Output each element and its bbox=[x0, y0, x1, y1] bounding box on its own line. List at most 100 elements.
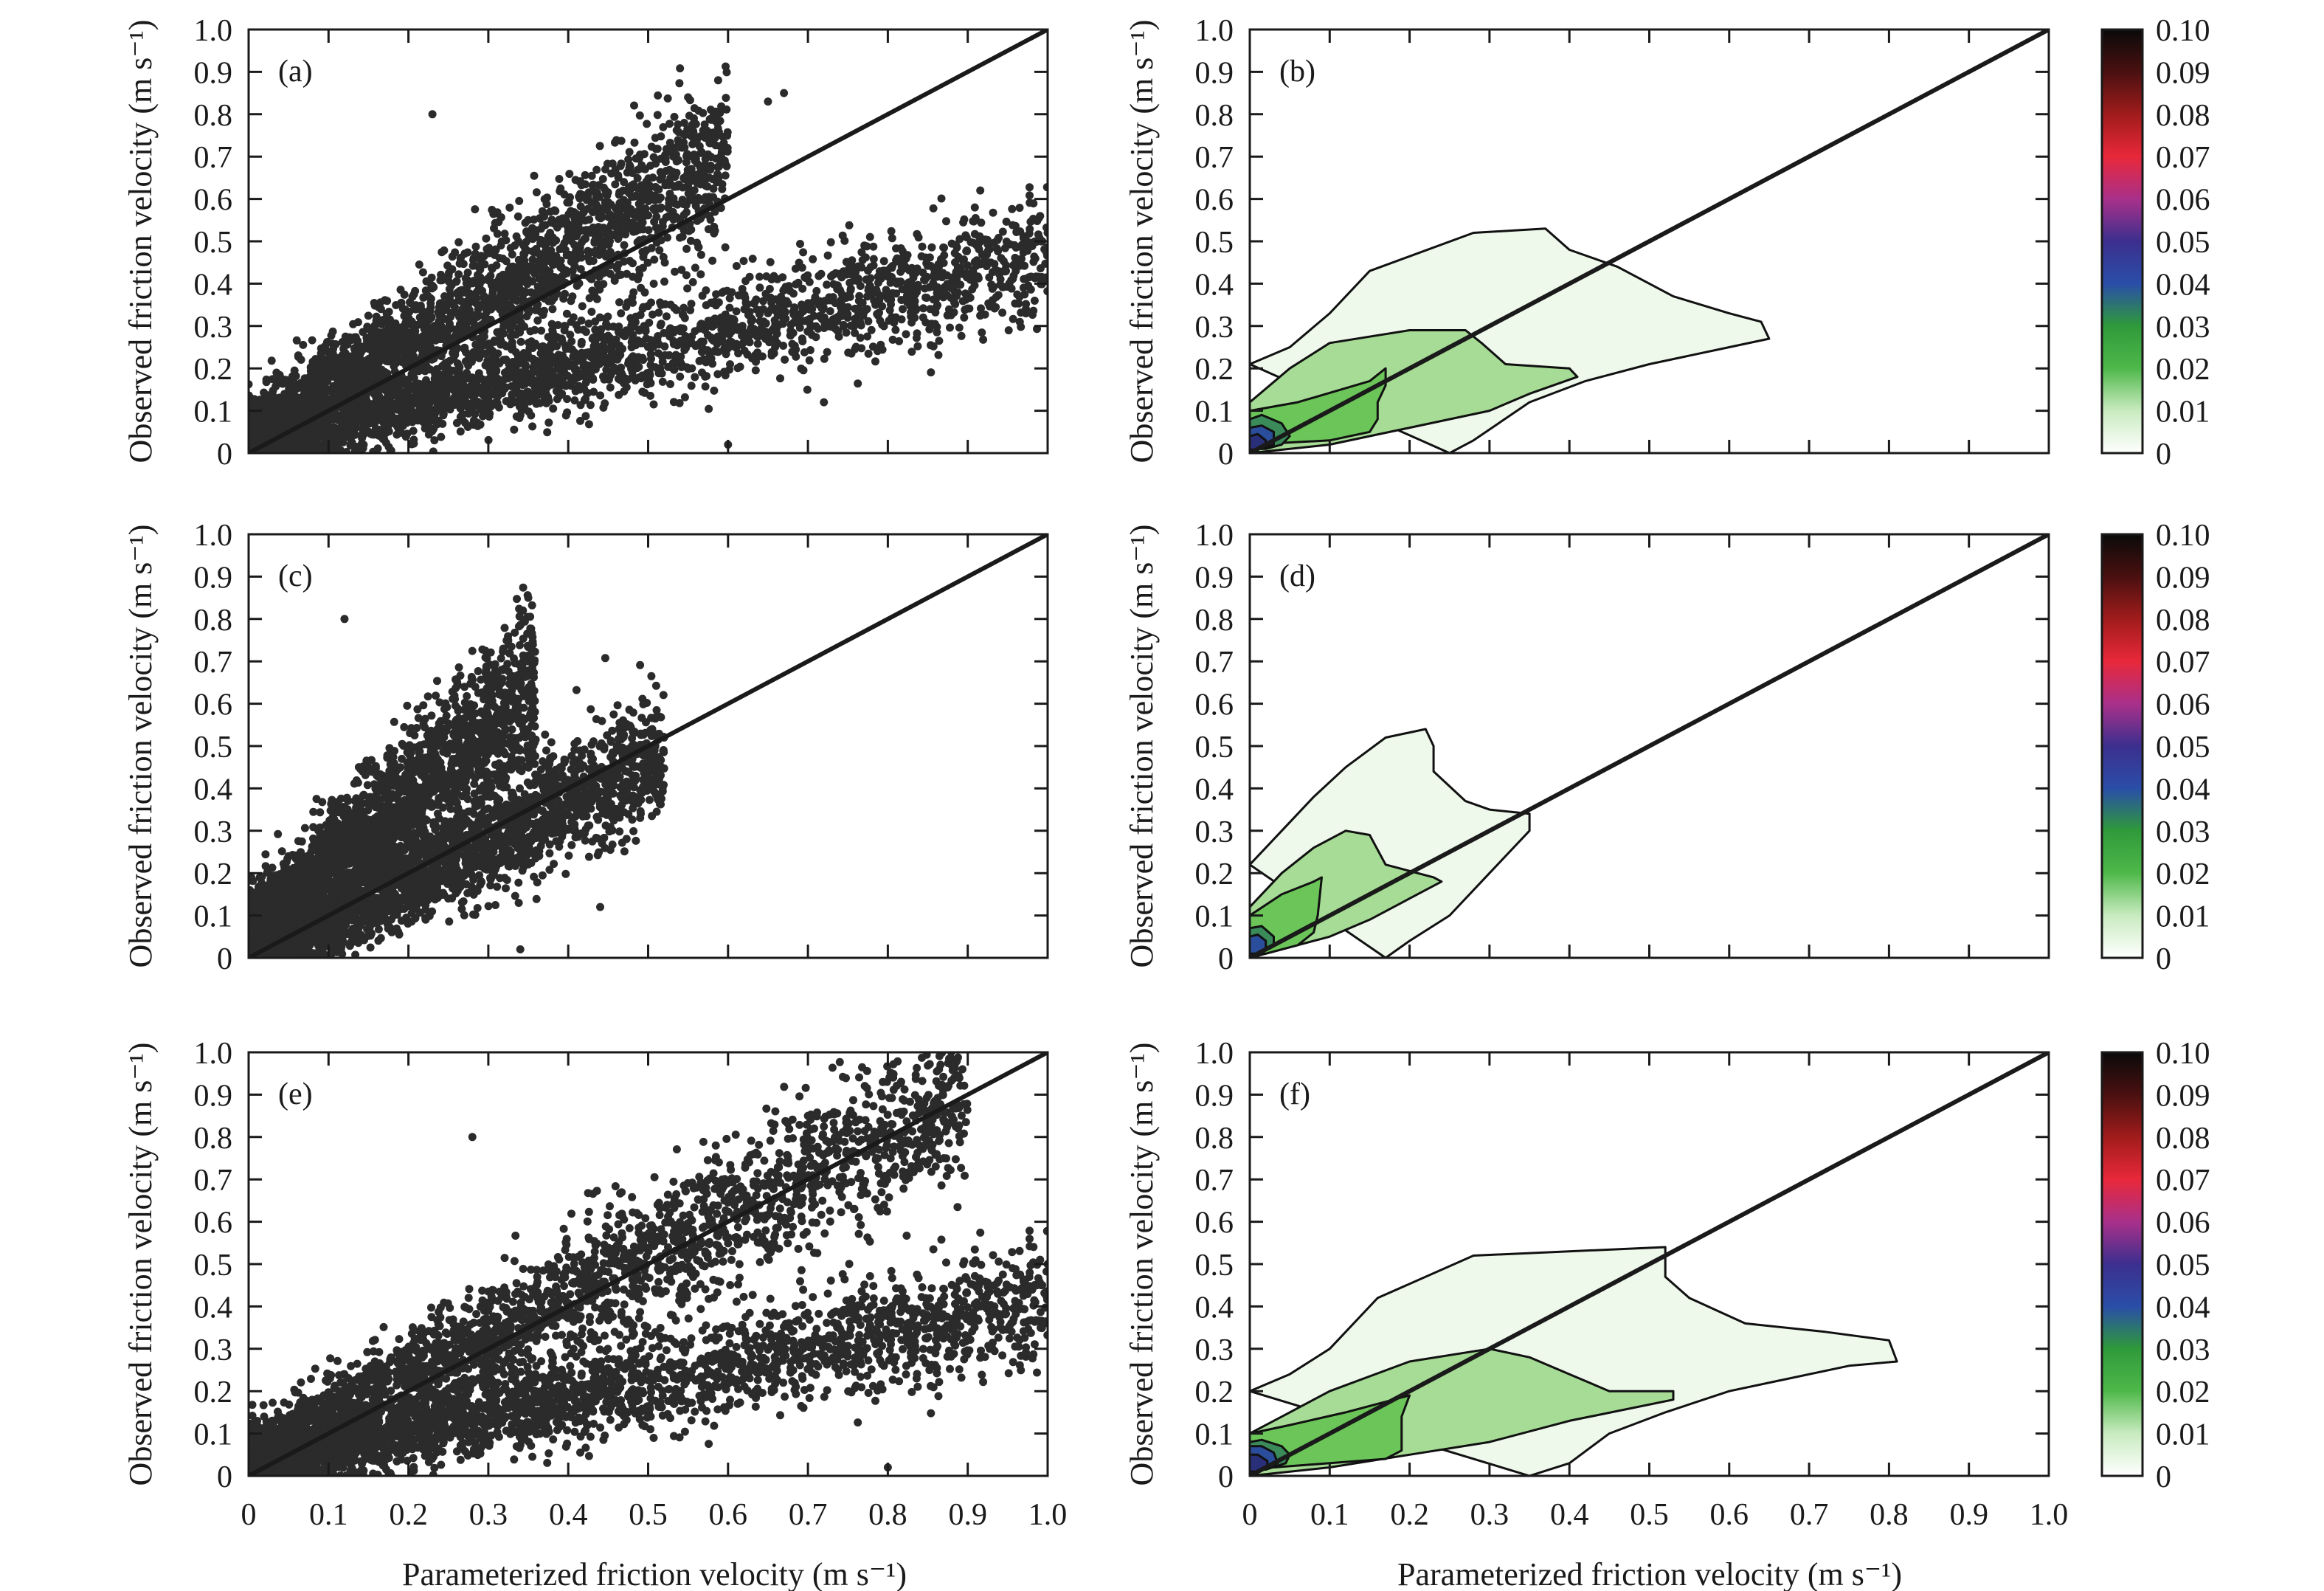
scatter-point bbox=[453, 344, 462, 353]
scatter-point bbox=[584, 204, 592, 213]
scatter-point bbox=[555, 215, 564, 224]
scatter-point bbox=[879, 257, 888, 266]
scatter-point bbox=[622, 303, 631, 311]
scatter-point bbox=[508, 282, 517, 291]
scatter-point bbox=[843, 310, 852, 319]
scatter-point bbox=[728, 342, 737, 350]
scatter-point bbox=[711, 141, 720, 150]
scatter-point bbox=[583, 375, 591, 384]
scatter-point bbox=[347, 421, 356, 430]
scatter-point bbox=[308, 336, 317, 345]
scatter-point bbox=[708, 359, 717, 368]
scatter-point bbox=[665, 120, 674, 128]
scatter-point bbox=[483, 315, 492, 324]
scatter-point bbox=[456, 325, 465, 334]
scatter-point bbox=[557, 263, 566, 272]
scatter-point bbox=[559, 294, 568, 303]
scatter-point bbox=[633, 173, 642, 182]
scatter-point bbox=[520, 243, 529, 252]
scatter-point bbox=[539, 271, 548, 279]
scatter-point bbox=[628, 337, 637, 345]
scatter-point bbox=[613, 207, 622, 216]
scatter-point bbox=[479, 339, 488, 347]
scatter-point bbox=[522, 288, 530, 297]
scatter-point bbox=[508, 266, 517, 275]
scatter-point bbox=[461, 274, 470, 283]
scatter-point bbox=[866, 263, 875, 272]
scatter-point bbox=[454, 393, 463, 402]
scatter-point bbox=[983, 246, 992, 255]
scatter-point bbox=[661, 151, 670, 159]
scatter-point bbox=[682, 158, 691, 167]
scatter-point bbox=[663, 233, 671, 242]
scatter-point bbox=[348, 377, 357, 386]
scatter-point bbox=[426, 299, 435, 308]
scatter-point bbox=[823, 348, 831, 356]
scatter-point bbox=[586, 401, 595, 410]
scatter-point bbox=[267, 356, 276, 365]
scatter-point bbox=[464, 317, 473, 326]
scatter-point bbox=[651, 182, 660, 191]
scatter-point bbox=[911, 269, 920, 277]
scatter-point bbox=[665, 165, 674, 174]
scatter-point bbox=[409, 427, 418, 435]
scatter-point bbox=[985, 273, 994, 282]
scatter-point bbox=[454, 270, 463, 279]
scatter-point bbox=[873, 310, 882, 318]
scatter-point bbox=[421, 402, 430, 411]
scatter-point bbox=[536, 398, 544, 407]
scatter-point bbox=[652, 238, 661, 247]
scatter-point bbox=[446, 375, 454, 384]
scatter-point bbox=[739, 257, 748, 266]
scatter-point bbox=[454, 374, 463, 383]
scatter-point bbox=[789, 289, 798, 298]
scatter-point bbox=[684, 189, 693, 198]
scatter-point bbox=[745, 338, 754, 347]
scatter-point bbox=[513, 212, 522, 221]
scatter-point bbox=[502, 397, 511, 406]
scatter-point bbox=[428, 282, 437, 290]
scatter-point bbox=[272, 447, 281, 453]
scatter-point bbox=[609, 363, 618, 372]
scatter-point bbox=[773, 304, 781, 313]
scatter-point bbox=[292, 336, 301, 345]
scatter-point bbox=[770, 272, 778, 280]
scatter-point bbox=[565, 225, 574, 234]
scatter-point bbox=[838, 231, 847, 240]
scatter-point bbox=[474, 369, 483, 378]
scatter-point bbox=[676, 337, 685, 345]
scatter-point bbox=[511, 348, 520, 356]
scatter-point bbox=[331, 340, 340, 348]
scatter-point bbox=[661, 181, 670, 190]
scatter-point bbox=[708, 299, 717, 308]
scatter-point bbox=[383, 297, 392, 306]
scatter-point bbox=[620, 387, 629, 396]
scatter-point bbox=[898, 285, 907, 294]
scatter-point bbox=[596, 391, 605, 400]
scatter-point bbox=[878, 302, 887, 311]
scatter-point bbox=[826, 307, 834, 316]
scatter-point bbox=[972, 258, 981, 266]
scatter-point bbox=[471, 205, 480, 214]
scatter-point bbox=[869, 255, 878, 263]
scatter-point bbox=[961, 231, 970, 240]
scatter-point bbox=[445, 285, 454, 294]
scatter-point bbox=[523, 348, 532, 357]
scatter-point bbox=[442, 306, 451, 314]
scatter-point bbox=[964, 261, 972, 270]
scatter-point bbox=[664, 204, 673, 213]
scatter-point bbox=[547, 320, 556, 328]
scatter-point bbox=[487, 263, 496, 272]
scatter-point bbox=[625, 223, 634, 232]
scatter-point bbox=[868, 342, 877, 351]
scatter-point bbox=[290, 366, 299, 375]
scatter-point bbox=[620, 241, 629, 249]
scatter-point bbox=[804, 299, 812, 308]
scatter-point bbox=[555, 175, 564, 183]
scatter-point bbox=[612, 136, 620, 145]
scatter-point bbox=[601, 165, 609, 173]
scatter-point bbox=[1019, 283, 1028, 292]
scatter-point bbox=[905, 266, 913, 275]
scatter-point bbox=[1042, 243, 1048, 252]
scatter-point bbox=[561, 246, 570, 255]
